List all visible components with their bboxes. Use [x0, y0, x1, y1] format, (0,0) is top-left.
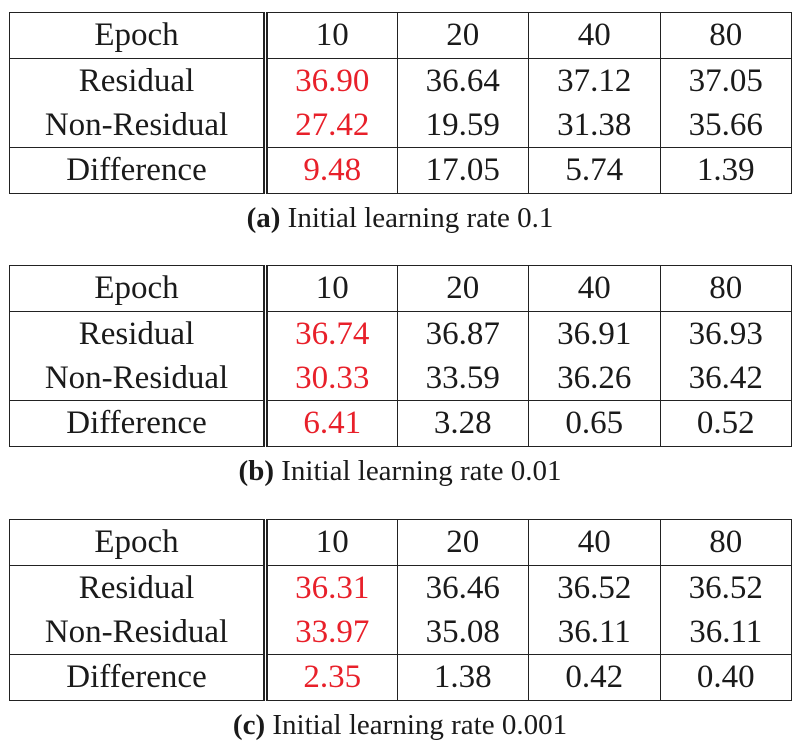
row-label-cell: Non-Residual — [9, 103, 268, 148]
value-cell: 0.65 — [528, 400, 661, 447]
value-cell: 0.40 — [659, 654, 792, 701]
row-label-cell: Residual — [9, 565, 268, 610]
table-caption-a: (a) Initial learning rate 0.1 — [9, 201, 791, 235]
value-cell: 37.05 — [659, 58, 792, 103]
value-cell-highlighted: 27.42 — [265, 103, 398, 148]
value-cell-highlighted: 33.97 — [265, 610, 398, 655]
table-row-difference: Difference 6.41 3.28 0.65 0.52 — [9, 400, 792, 447]
value-cell: 35.66 — [659, 103, 792, 148]
header-epoch-80: 80 — [659, 12, 792, 59]
results-table-c: Epoch 10 20 40 80 Residual 36.31 36.46 3… — [9, 519, 792, 701]
value-cell-highlighted: 30.33 — [265, 356, 398, 401]
row-label-cell: Difference — [9, 400, 268, 447]
table-header-row: Epoch 10 20 40 80 — [9, 12, 792, 59]
header-epoch-20: 20 — [396, 12, 529, 59]
table-block-c: Epoch 10 20 40 80 Residual 36.31 36.46 3… — [9, 519, 792, 742]
value-cell: 0.42 — [528, 654, 661, 701]
caption-tag: (a) — [246, 202, 281, 234]
results-table-a: Epoch 10 20 40 80 Residual 36.90 36.64 3… — [9, 12, 792, 194]
value-cell: 5.74 — [528, 147, 661, 194]
value-cell: 36.52 — [659, 565, 792, 610]
header-epoch-40: 40 — [528, 265, 661, 312]
value-cell-highlighted: 36.31 — [265, 565, 398, 610]
value-cell: 31.38 — [528, 103, 661, 148]
value-cell-highlighted: 36.90 — [265, 58, 398, 103]
header-label-cell: Epoch — [9, 265, 268, 312]
row-label-cell: Residual — [9, 311, 268, 356]
table-header-row: Epoch 10 20 40 80 — [9, 519, 792, 566]
caption-text: Initial learning rate 0.01 — [274, 455, 562, 487]
value-cell-highlighted: 9.48 — [265, 147, 398, 194]
table-caption-b: (b) Initial learning rate 0.01 — [9, 454, 791, 488]
table-block-a: Epoch 10 20 40 80 Residual 36.90 36.64 3… — [9, 12, 792, 235]
table-caption-c: (c) Initial learning rate 0.001 — [9, 708, 791, 742]
table-row-residual: Residual 36.90 36.64 37.12 37.05 — [9, 58, 792, 103]
value-cell: 36.26 — [528, 356, 661, 401]
value-cell-highlighted: 2.35 — [265, 654, 398, 701]
value-cell: 36.46 — [396, 565, 529, 610]
header-epoch-20: 20 — [396, 519, 529, 566]
table-row-residual: Residual 36.74 36.87 36.91 36.93 — [9, 311, 792, 356]
table-row-non-residual: Non-Residual 33.97 35.08 36.11 36.11 — [9, 610, 792, 655]
value-cell: 36.91 — [528, 311, 661, 356]
header-epoch-80: 80 — [659, 519, 792, 566]
value-cell: 0.52 — [659, 400, 792, 447]
table-row-difference: Difference 2.35 1.38 0.42 0.40 — [9, 654, 792, 701]
header-label-cell: Epoch — [9, 519, 268, 566]
value-cell: 1.38 — [396, 654, 529, 701]
value-cell: 36.11 — [528, 610, 661, 655]
table-block-b: Epoch 10 20 40 80 Residual 36.74 36.87 3… — [9, 265, 792, 488]
value-cell-highlighted: 6.41 — [265, 400, 398, 447]
value-cell: 36.87 — [396, 311, 529, 356]
table-row-difference: Difference 9.48 17.05 5.74 1.39 — [9, 147, 792, 194]
value-cell: 36.11 — [659, 610, 792, 655]
caption-tag: (c) — [232, 709, 266, 741]
header-epoch-10: 10 — [265, 519, 398, 566]
table-row-non-residual: Non-Residual 30.33 33.59 36.26 36.42 — [9, 356, 792, 401]
value-cell: 17.05 — [396, 147, 529, 194]
header-epoch-10: 10 — [265, 12, 398, 59]
value-cell: 1.39 — [659, 147, 792, 194]
value-cell-highlighted: 36.74 — [265, 311, 398, 356]
value-cell: 36.42 — [659, 356, 792, 401]
table-row-residual: Residual 36.31 36.46 36.52 36.52 — [9, 565, 792, 610]
caption-text: Initial learning rate 0.001 — [265, 709, 568, 741]
row-label-cell: Difference — [9, 147, 268, 194]
header-epoch-10: 10 — [265, 265, 398, 312]
row-label-cell: Residual — [9, 58, 268, 103]
header-label-cell: Epoch — [9, 12, 268, 59]
value-cell: 36.52 — [528, 565, 661, 610]
value-cell: 36.64 — [396, 58, 529, 103]
row-label-cell: Difference — [9, 654, 268, 701]
caption-text: Initial learning rate 0.1 — [280, 202, 554, 234]
results-table-b: Epoch 10 20 40 80 Residual 36.74 36.87 3… — [9, 265, 792, 447]
value-cell: 3.28 — [396, 400, 529, 447]
caption-tag: (b) — [238, 455, 274, 487]
header-epoch-40: 40 — [528, 12, 661, 59]
table-header-row: Epoch 10 20 40 80 — [9, 265, 792, 312]
row-label-cell: Non-Residual — [9, 610, 268, 655]
row-label-cell: Non-Residual — [9, 356, 268, 401]
table-row-non-residual: Non-Residual 27.42 19.59 31.38 35.66 — [9, 103, 792, 148]
value-cell: 19.59 — [396, 103, 529, 148]
header-epoch-40: 40 — [528, 519, 661, 566]
value-cell: 36.93 — [659, 311, 792, 356]
value-cell: 37.12 — [528, 58, 661, 103]
header-epoch-20: 20 — [396, 265, 529, 312]
value-cell: 33.59 — [396, 356, 529, 401]
header-epoch-80: 80 — [659, 265, 792, 312]
value-cell: 35.08 — [396, 610, 529, 655]
